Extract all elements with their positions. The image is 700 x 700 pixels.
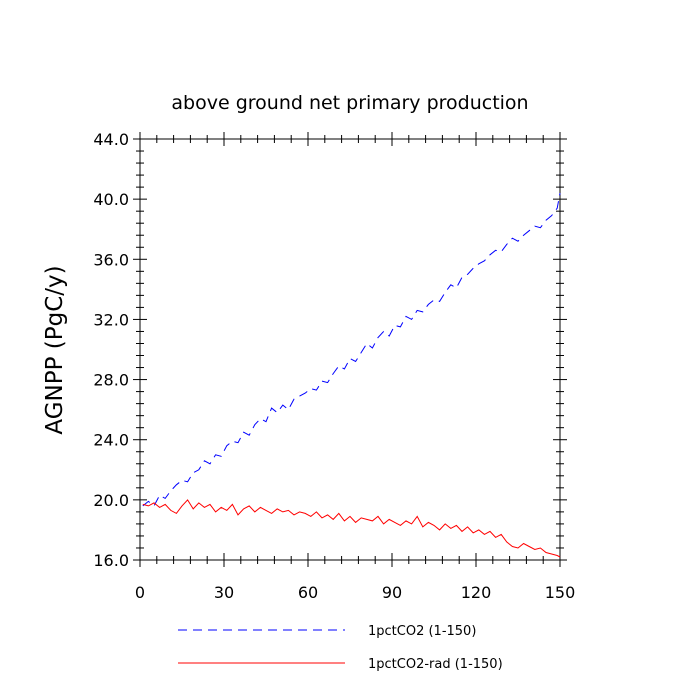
y-tick-label: 40.0 — [93, 190, 129, 209]
chart-title: above ground net primary production — [171, 92, 528, 114]
plot-frame — [139, 138, 561, 561]
x-tick-label: 150 — [545, 583, 576, 602]
legend-label: 1pctCO2-rad (1-150) — [368, 657, 503, 672]
y-tick-label: 16.0 — [93, 551, 129, 570]
y-tick-label: 44.0 — [93, 130, 129, 149]
legend-label: 1pctCO2 (1-150) — [368, 624, 476, 639]
series-line-1pctco2 — [142, 193, 561, 507]
x-tick-label: 0 — [135, 583, 145, 602]
y-tick-label: 20.0 — [93, 491, 129, 510]
y-axis-label: AGNPP (PgC/y) — [42, 265, 68, 434]
x-tick-label: 30 — [214, 583, 234, 602]
x-tick-label: 60 — [298, 583, 318, 602]
series-line-1pctco2-rad — [142, 499, 561, 558]
y-tick-label: 32.0 — [93, 310, 129, 329]
x-tick-label: 90 — [382, 583, 402, 602]
y-tick-label: 28.0 — [93, 371, 129, 390]
y-tick-label: 36.0 — [93, 250, 129, 269]
y-tick-label: 24.0 — [93, 431, 129, 450]
x-tick-label: 120 — [461, 583, 492, 602]
